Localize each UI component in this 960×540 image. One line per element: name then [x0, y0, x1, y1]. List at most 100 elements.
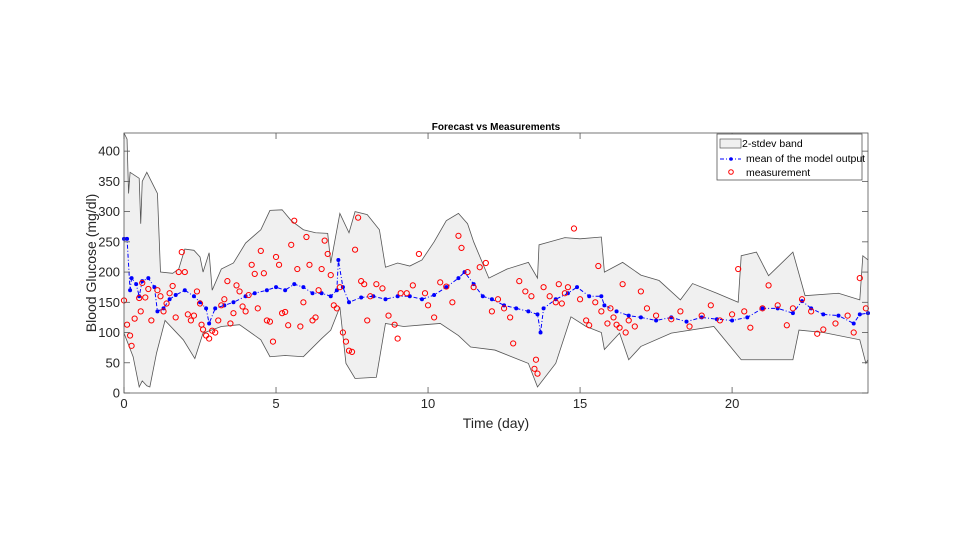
- measurement-point: [394, 335, 401, 342]
- measurement-point: [576, 296, 584, 303]
- measurement-point: [169, 282, 176, 290]
- measurement-point: [324, 250, 331, 258]
- measurement-point: [282, 308, 289, 316]
- measurement-point: [765, 282, 772, 289]
- measurement-point: [224, 278, 231, 285]
- measurement-point: [531, 365, 538, 372]
- legend-measurement-label: measurement: [746, 167, 810, 179]
- measurement-point: [269, 338, 277, 345]
- x-axis-label: Time (day): [463, 415, 529, 431]
- measurement-point: [260, 270, 267, 277]
- measurement-point: [716, 317, 724, 324]
- y-tick-label: 300: [98, 204, 120, 219]
- measurement-point: [522, 288, 529, 295]
- measurement-point: [215, 317, 222, 324]
- measurement-point: [257, 247, 264, 255]
- mean-point: [310, 291, 315, 296]
- measurement-point: [449, 299, 456, 306]
- measurement-point: [272, 253, 280, 261]
- measurement-point: [643, 305, 651, 312]
- measurement-point: [251, 270, 258, 277]
- measurement-point: [245, 291, 252, 299]
- measurement-point: [163, 300, 170, 307]
- legend: 2-stdev band mean of the model output me…: [716, 133, 865, 181]
- measurement-point: [616, 324, 623, 331]
- measurement-point: [759, 305, 766, 312]
- measurement-point: [583, 317, 590, 324]
- mean-point: [204, 306, 209, 311]
- measurement-point: [263, 317, 271, 324]
- mean-point: [526, 309, 531, 314]
- measurement-layer: [120, 214, 869, 377]
- measurement-point: [184, 311, 191, 318]
- y-tick-label: 250: [98, 234, 120, 249]
- mean-point: [274, 285, 279, 290]
- measurement-point: [303, 233, 310, 241]
- measurement-point: [139, 279, 146, 287]
- measurement-point: [774, 302, 781, 309]
- measurement-point: [157, 293, 164, 300]
- mean-point: [173, 293, 178, 298]
- mean-point: [346, 300, 351, 305]
- measurement-point: [844, 312, 851, 319]
- measurement-point: [528, 293, 535, 300]
- mean-point: [444, 285, 449, 290]
- measurement-point: [221, 296, 228, 303]
- y-tick-label: 350: [98, 174, 120, 189]
- measurement-point: [814, 330, 821, 337]
- measurement-point: [367, 293, 374, 300]
- legend-mean-label: mean of the model output: [746, 153, 865, 165]
- measurement-point: [285, 322, 292, 329]
- measurement-point: [832, 320, 839, 327]
- measurement-point: [266, 318, 274, 325]
- mean-point: [760, 306, 765, 311]
- y-tick-label: 50: [106, 355, 120, 370]
- measurement-point: [482, 259, 489, 267]
- measurement-point: [342, 338, 350, 345]
- measurement-point: [288, 241, 295, 248]
- measurement-point: [315, 287, 322, 294]
- measurement-point: [230, 310, 237, 317]
- measurement-point: [516, 278, 523, 285]
- measurement-point: [415, 250, 423, 258]
- measurement-point: [631, 323, 638, 330]
- mean-point: [638, 315, 643, 320]
- mean-point: [790, 311, 795, 316]
- measurement-point: [397, 290, 404, 297]
- measurement-point: [275, 261, 283, 268]
- measurement-point: [455, 232, 462, 239]
- measurement-point: [361, 281, 368, 288]
- measurement-point: [610, 314, 617, 321]
- mean-point: [129, 276, 134, 281]
- measurement-point: [148, 317, 155, 324]
- measurement-point: [196, 300, 204, 307]
- measurement-point: [336, 284, 343, 291]
- measurement-point: [500, 305, 508, 312]
- measurement-point: [808, 308, 815, 315]
- measurement-point: [622, 329, 629, 336]
- mean-point: [419, 297, 424, 302]
- measurement-point: [625, 317, 632, 324]
- measurement-point: [279, 310, 286, 317]
- mean-point: [182, 288, 187, 293]
- measurement-point: [409, 282, 416, 289]
- measurement-point: [300, 299, 307, 306]
- measurement-point: [136, 294, 143, 302]
- measurement-point: [236, 288, 243, 295]
- mean-point: [252, 291, 257, 296]
- mean-point: [599, 294, 604, 299]
- measurement-point: [128, 342, 135, 349]
- measurement-point: [595, 262, 602, 270]
- x-tick-label: 15: [573, 396, 587, 411]
- measurement-point: [820, 326, 827, 333]
- measurement-point: [540, 284, 547, 291]
- y-tick-label: 150: [98, 295, 120, 310]
- measurement-point: [318, 265, 325, 273]
- measurement-point: [652, 312, 660, 319]
- measurement-point: [239, 303, 246, 310]
- band-layer: [123, 132, 869, 389]
- mean-point: [730, 318, 735, 323]
- measurement-point: [586, 322, 593, 329]
